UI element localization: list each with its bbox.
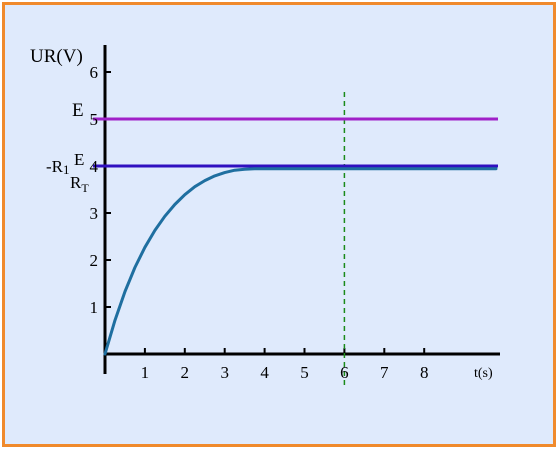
y-tick-label: 1 xyxy=(90,298,99,317)
y-tick-label: 4 xyxy=(90,157,99,176)
y-tick-label: 6 xyxy=(90,63,99,82)
reference-label-e: E xyxy=(72,100,84,121)
y-tick-label: 5 xyxy=(90,110,99,129)
x-tick-label: 2 xyxy=(181,363,190,382)
x-tick-label: 5 xyxy=(300,363,309,382)
x-axis-label: t(s) xyxy=(474,366,493,381)
series-line xyxy=(103,167,498,356)
reference-label-numerator: E xyxy=(74,150,84,169)
x-tick-label: 6 xyxy=(340,363,349,382)
y-tick-label: 3 xyxy=(90,204,99,223)
x-tick-label: 1 xyxy=(141,363,150,382)
marks xyxy=(93,92,498,386)
reference-label-ratio: -R1 xyxy=(46,157,70,177)
x-tick-label: 7 xyxy=(380,363,389,382)
axes xyxy=(103,45,500,374)
x-tick-label: 8 xyxy=(420,363,429,382)
x-tick-label: 3 xyxy=(220,363,229,382)
y-tick-label: 2 xyxy=(90,251,99,270)
x-tick-label: 4 xyxy=(260,363,269,382)
reference-label-denominator: RT xyxy=(70,173,89,195)
y-axis-label: UR(V) xyxy=(30,46,83,67)
